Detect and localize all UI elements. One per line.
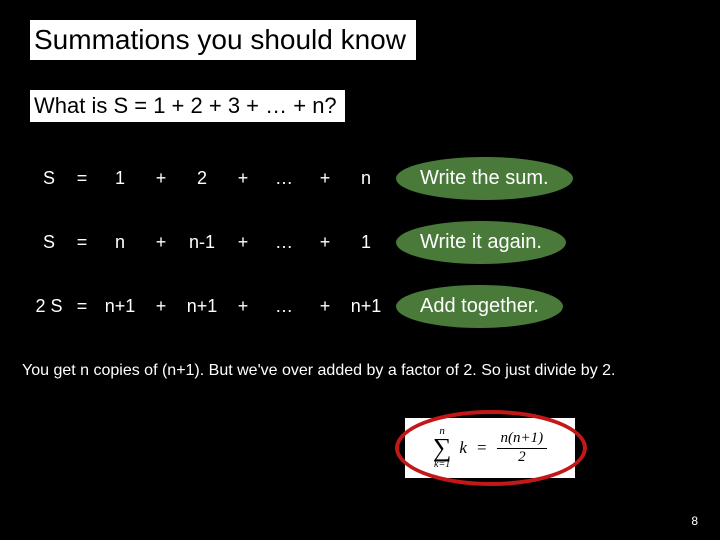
cell-val: … — [260, 232, 308, 253]
equals-sign: = — [477, 438, 487, 458]
annotation-bubble: Write the sum. — [396, 157, 573, 200]
fraction-numerator: n(n+1) — [497, 430, 548, 448]
summation-formula: n ∑ k=1 k = n(n+1) 2 — [433, 426, 547, 469]
cell-val: 2 — [178, 168, 226, 189]
cell-op: + — [308, 168, 342, 189]
cell-op: + — [144, 168, 178, 189]
cell-lhs: S — [30, 232, 68, 253]
table-row: 2 S = n+1 + n+1 + … + n+1 Add together. — [30, 278, 690, 334]
sigma-symbol: n ∑ k=1 — [433, 426, 452, 469]
cell-op: + — [144, 296, 178, 317]
cell-lhs: S — [30, 168, 68, 189]
explanation-text: You get n copies of (n+1). But we've ove… — [22, 360, 622, 382]
table-row: S = n + n-1 + … + 1 Write it again. — [30, 214, 690, 270]
cell-val: 1 — [342, 232, 390, 253]
cell-eq: = — [68, 168, 96, 189]
summation-table: S = 1 + 2 + … + n Write the sum. S = n +… — [30, 150, 690, 342]
sigma-summand: k — [459, 438, 467, 458]
cell-op: + — [226, 232, 260, 253]
fraction-denominator: 2 — [514, 449, 530, 466]
slide-subtitle: What is S = 1 + 2 + 3 + … + n? — [30, 90, 345, 122]
cell-val: n — [96, 232, 144, 253]
annotation-bubble: Add together. — [396, 285, 563, 328]
page-number: 8 — [691, 514, 698, 528]
cell-val: n+1 — [178, 296, 226, 317]
cell-op: + — [308, 296, 342, 317]
sigma-lower-limit: k=1 — [434, 460, 450, 470]
cell-op: + — [308, 232, 342, 253]
cell-op: + — [226, 296, 260, 317]
cell-eq: = — [68, 232, 96, 253]
formula-box: n ∑ k=1 k = n(n+1) 2 — [405, 418, 575, 478]
cell-eq: = — [68, 296, 96, 317]
cell-val: … — [260, 168, 308, 189]
annotation-bubble: Write it again. — [396, 221, 566, 264]
cell-op: + — [226, 168, 260, 189]
slide-title: Summations you should know — [30, 20, 416, 60]
cell-val: n-1 — [178, 232, 226, 253]
table-row: S = 1 + 2 + … + n Write the sum. — [30, 150, 690, 206]
sigma-glyph: ∑ — [433, 437, 452, 459]
fraction: n(n+1) 2 — [497, 430, 548, 466]
cell-val: … — [260, 296, 308, 317]
cell-op: + — [144, 232, 178, 253]
cell-lhs: 2 S — [30, 296, 68, 317]
cell-val: n — [342, 168, 390, 189]
cell-val: n+1 — [96, 296, 144, 317]
cell-val: n+1 — [342, 296, 390, 317]
cell-val: 1 — [96, 168, 144, 189]
